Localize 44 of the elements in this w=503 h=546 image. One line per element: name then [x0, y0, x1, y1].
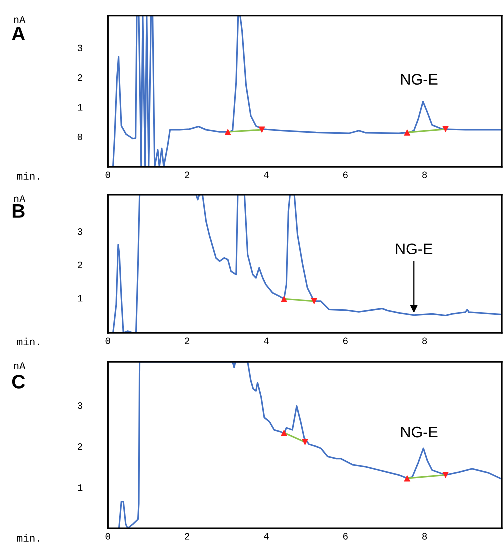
- y-tick-label: 2: [78, 444, 82, 450]
- y-tick-label: 2: [78, 262, 82, 268]
- x-tick-label: 0: [106, 338, 110, 344]
- x-axis-title: min.: [17, 338, 40, 346]
- x-tick-label: 0: [106, 172, 110, 178]
- point: [442, 472, 450, 478]
- annotation: NG-E: [401, 74, 438, 85]
- chart-title: B: [12, 204, 25, 218]
- x-tick-label: 8: [422, 172, 428, 178]
- y-axis-title: nA: [14, 16, 26, 24]
- line-series: [118, 362, 502, 529]
- y-tick-label: 3: [78, 44, 83, 52]
- line-series: [112, 16, 502, 168]
- y-tick-label: 1: [78, 295, 83, 302]
- x-tick-label: 0: [106, 533, 110, 540]
- point: [281, 430, 288, 436]
- annotation: NG-E: [401, 426, 438, 438]
- x-tick-label: 8: [422, 338, 428, 344]
- y-tick-label: 0: [78, 134, 83, 140]
- point: [404, 475, 411, 482]
- y-tick-label: 3: [78, 402, 83, 410]
- y-tick-label: 1: [78, 484, 83, 492]
- x-tick-label: 2: [185, 338, 190, 344]
- y-tick-label: 1: [78, 104, 83, 111]
- chart-title: A: [12, 27, 26, 41]
- x-tick-label: 6: [343, 533, 348, 540]
- text: C: [12, 375, 26, 389]
- y-tick-label: 3: [78, 228, 83, 236]
- y-axis-title: nA: [14, 196, 26, 202]
- line-series: [112, 194, 502, 334]
- x-tick-label: 2: [185, 172, 190, 178]
- x-tick-label: 6: [343, 338, 348, 344]
- x-tick-label: 6: [343, 172, 348, 178]
- x-tick-label: 4: [264, 533, 269, 540]
- x-tick-label: 4: [264, 338, 269, 344]
- x-tick-label: 8: [422, 533, 428, 540]
- point: [302, 439, 309, 446]
- x-axis-title: min.: [17, 534, 40, 542]
- y-tick-label: 2: [78, 74, 82, 82]
- y-axis-title: nA: [14, 362, 26, 370]
- x-axis-title: min.: [17, 172, 40, 180]
- annotation: NG-E: [396, 244, 433, 255]
- x-tick-label: 2: [185, 533, 190, 540]
- x-tick-label: 4: [264, 172, 269, 178]
